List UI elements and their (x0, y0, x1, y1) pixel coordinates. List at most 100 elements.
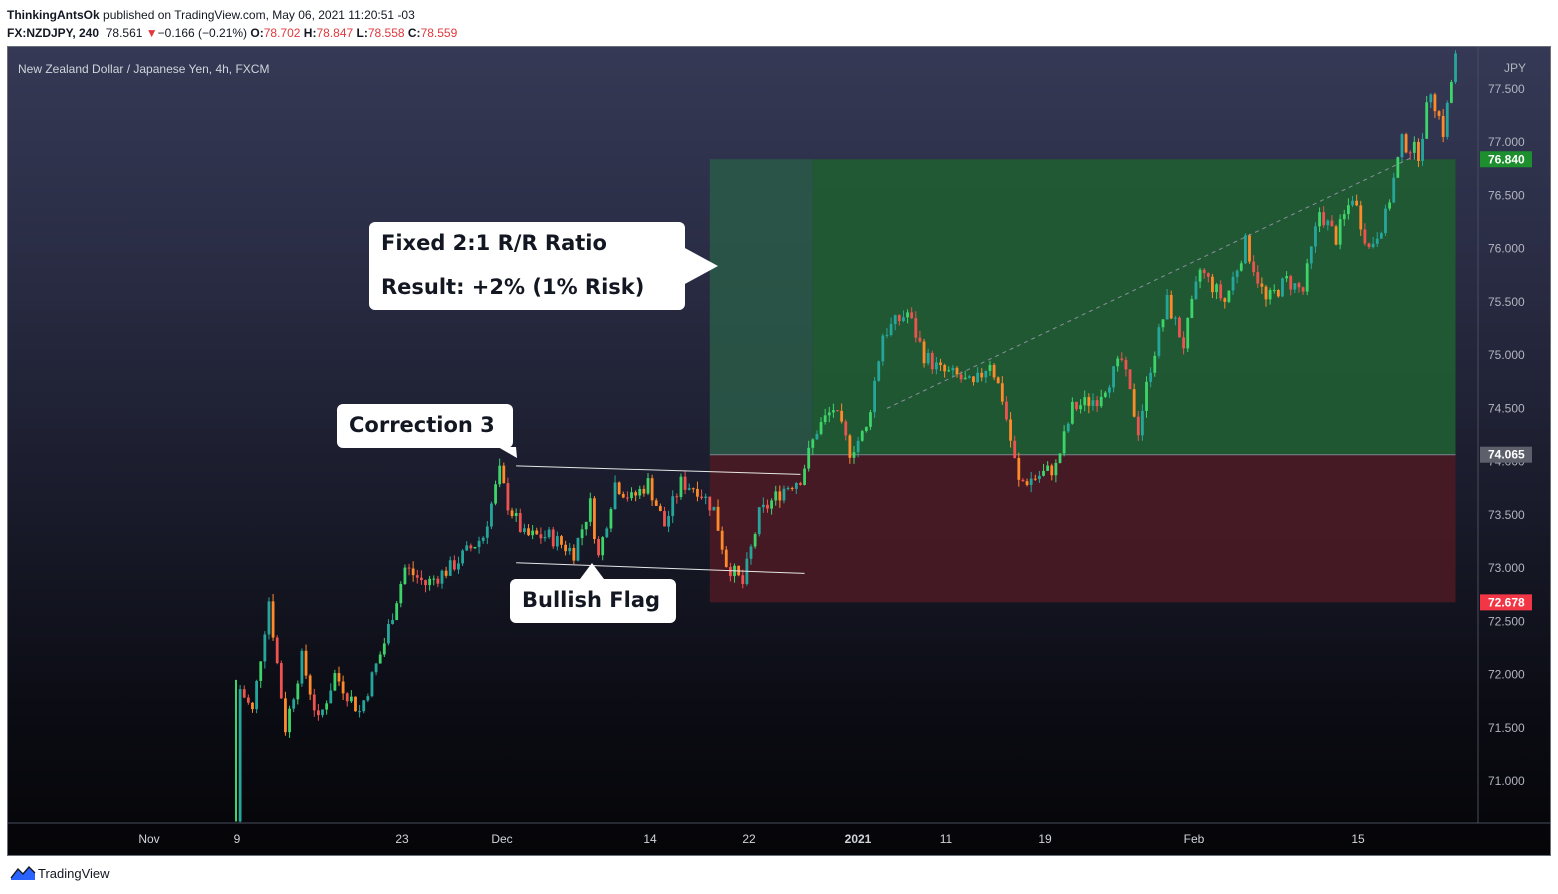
candle (774, 485, 778, 506)
candle (724, 546, 728, 568)
candle-body (403, 567, 407, 585)
candle (642, 485, 646, 497)
candle (885, 327, 889, 339)
candle-body (1017, 458, 1021, 480)
candle (1017, 452, 1021, 487)
candle (555, 531, 559, 551)
candle (1029, 471, 1033, 493)
candle-body (337, 673, 341, 682)
candle-body (325, 703, 329, 710)
candle-body (794, 482, 798, 489)
candle (411, 561, 415, 582)
candle (1153, 351, 1157, 377)
candle-body (1252, 261, 1256, 273)
candle (1281, 277, 1284, 298)
candle-body (457, 563, 460, 570)
candle-body (436, 578, 440, 584)
candle-body (1318, 212, 1321, 227)
tradingview-brand[interactable]: TradingView (38, 866, 110, 881)
candle (370, 671, 374, 698)
candle-body (1161, 319, 1165, 328)
candle (704, 493, 708, 505)
author-name[interactable]: ThinkingAntsOk (7, 8, 100, 22)
candle-body (1239, 263, 1243, 271)
chart-pane[interactable]: JPY 71.000 71.500 72.000 72.500 73.000 73.500 7… (7, 46, 1551, 856)
candle (1116, 355, 1120, 372)
candle (926, 348, 930, 366)
candle-body (275, 637, 279, 664)
candle (1103, 390, 1107, 398)
candle-body (411, 568, 415, 576)
candle-body (691, 488, 695, 490)
candle (869, 409, 872, 431)
candle (967, 375, 971, 379)
candle-body (1087, 397, 1091, 406)
candle-body (1342, 214, 1346, 220)
candle-body (1095, 400, 1099, 407)
candle (980, 368, 984, 382)
candle (1050, 463, 1054, 481)
candle (1054, 459, 1058, 483)
candle (354, 696, 357, 712)
candle (387, 619, 390, 646)
candle-body (317, 710, 320, 716)
tradingview-logo-icon[interactable] (9, 864, 37, 882)
candle-body (1441, 116, 1445, 137)
candle-body (1112, 366, 1115, 388)
price-tick: 75.500 (1488, 295, 1525, 309)
time-tick: 23 (395, 832, 409, 846)
candle (1314, 222, 1317, 253)
candle-body (967, 376, 971, 378)
time-tick: 22 (742, 832, 756, 846)
candle (514, 508, 518, 522)
candle (1120, 352, 1124, 362)
candle (1363, 223, 1367, 246)
candle-body (992, 364, 996, 378)
candle-body (658, 505, 662, 512)
candle-body (1355, 200, 1359, 206)
candle-body (329, 690, 333, 704)
candle-body (485, 526, 489, 538)
price-tick: 73.000 (1488, 561, 1525, 575)
candle-body (601, 537, 605, 556)
candle-body (1268, 290, 1272, 300)
candle (786, 486, 790, 491)
candle-body (638, 488, 642, 496)
candle-body (1153, 355, 1157, 373)
candle (518, 508, 522, 533)
candle (988, 360, 992, 376)
candle (1400, 133, 1404, 162)
candle-body (555, 536, 559, 547)
candle (667, 510, 670, 533)
candle-body (1083, 397, 1087, 406)
candle-body (1408, 152, 1412, 154)
candle (815, 430, 819, 440)
candle (1404, 132, 1408, 154)
candle (407, 563, 411, 576)
callouts: Fixed 2:1 R/R Ratio Result: +2% (1% Risk)… (337, 222, 718, 623)
flag-callout-text: Bullish Flag (522, 588, 660, 612)
candle-body (790, 487, 794, 489)
candle-body (1264, 286, 1268, 300)
candle (391, 613, 394, 625)
ohlc-legend: FX:NZDJPY, 240 78.561 ▼−0.166 (−0.21%) O… (7, 26, 457, 40)
candle (972, 376, 975, 386)
candle (321, 709, 324, 718)
candle (902, 310, 905, 323)
candle (428, 575, 432, 591)
candle (601, 536, 605, 561)
candle-body (753, 534, 757, 547)
candle-body (836, 410, 839, 412)
candle (523, 523, 526, 535)
candle-body (370, 672, 374, 697)
candle-body (939, 362, 942, 366)
candle (1359, 200, 1363, 236)
candle-body (1058, 453, 1062, 463)
candle (251, 702, 254, 713)
candle-body (910, 312, 914, 319)
candle (1433, 92, 1437, 118)
candle (1412, 136, 1416, 160)
candle-body (514, 513, 518, 516)
price-chart[interactable]: JPY 71.000 71.500 72.000 72.500 73.000 73.500 7… (8, 47, 1551, 856)
candle-body (654, 500, 658, 506)
